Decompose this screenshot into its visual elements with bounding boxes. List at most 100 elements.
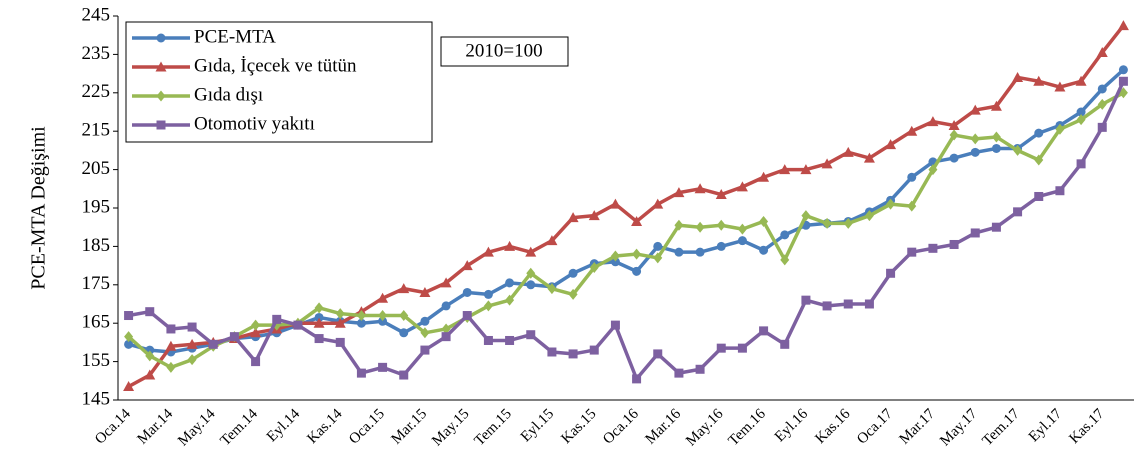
point <box>293 320 303 330</box>
point <box>251 319 261 331</box>
x-tick-label: Oca.15 <box>346 406 388 448</box>
point <box>420 327 430 339</box>
point <box>949 129 959 141</box>
point <box>504 240 516 251</box>
point <box>589 262 599 274</box>
point <box>546 235 558 246</box>
point <box>886 198 896 210</box>
point <box>482 246 494 257</box>
point <box>610 250 620 262</box>
point <box>991 131 1001 143</box>
point <box>991 143 1001 153</box>
point <box>314 302 324 314</box>
point <box>208 339 218 349</box>
x-tick-label: Eyl.17 <box>1026 406 1066 446</box>
point <box>1033 75 1045 86</box>
point <box>1097 122 1107 132</box>
point <box>779 164 791 175</box>
point <box>356 310 366 322</box>
y-axis-title: PCE-MTA Değişimi <box>28 126 50 290</box>
point <box>632 248 642 260</box>
x-tick-label: Mar.15 <box>389 406 431 448</box>
point <box>145 350 155 362</box>
point <box>589 345 599 355</box>
point <box>525 246 537 257</box>
point <box>313 317 325 328</box>
point <box>949 153 959 163</box>
point <box>1076 114 1086 126</box>
point <box>1034 128 1044 138</box>
legend-label: Gıda dışı <box>194 84 263 105</box>
point <box>356 318 366 328</box>
point <box>1097 98 1107 110</box>
point <box>314 312 324 322</box>
point <box>610 320 620 330</box>
point <box>187 354 197 366</box>
point <box>759 215 769 227</box>
point <box>970 228 980 238</box>
y-tick-label: 235 <box>82 43 111 64</box>
point <box>441 323 451 335</box>
x-tick-label: Kas.17 <box>1066 406 1107 447</box>
point <box>568 349 578 359</box>
point <box>166 361 176 373</box>
legend-marker <box>156 120 166 130</box>
point <box>441 301 451 311</box>
point <box>483 289 493 299</box>
point <box>1076 107 1086 117</box>
x-tick-label: Mar.17 <box>897 406 939 448</box>
point <box>864 210 874 222</box>
point <box>949 239 959 249</box>
point <box>483 300 493 312</box>
point <box>673 187 685 198</box>
point <box>1034 154 1044 166</box>
point <box>124 339 134 349</box>
point <box>144 369 156 380</box>
point <box>737 343 747 353</box>
point <box>124 331 134 343</box>
point <box>758 171 770 182</box>
point <box>970 133 980 145</box>
point <box>632 374 642 384</box>
point <box>420 316 430 326</box>
point <box>568 268 578 278</box>
point <box>1013 144 1023 156</box>
point <box>440 277 452 288</box>
point <box>1118 76 1128 86</box>
point <box>526 267 536 279</box>
legend-label: PCE-MTA <box>194 26 276 47</box>
point <box>1096 46 1108 57</box>
point <box>737 236 747 246</box>
point <box>864 299 874 309</box>
point <box>378 316 388 326</box>
point <box>272 314 282 324</box>
y-tick-label: 195 <box>82 196 111 217</box>
legend-label: Gıda, İçecek ve tütün <box>194 55 357 76</box>
point <box>441 332 451 342</box>
legend-marker <box>155 61 167 72</box>
point <box>505 294 515 306</box>
point <box>483 335 493 345</box>
point <box>526 280 536 290</box>
point <box>378 362 388 372</box>
point <box>885 139 897 150</box>
point <box>780 339 790 349</box>
x-tick-label: Kas.15 <box>558 406 599 447</box>
point <box>186 338 198 349</box>
point <box>653 349 663 359</box>
x-tick-label: May.15 <box>429 406 472 449</box>
point <box>526 330 536 340</box>
point <box>801 210 811 222</box>
point <box>609 198 621 209</box>
point <box>251 357 261 367</box>
point <box>822 301 832 311</box>
point <box>1013 207 1023 217</box>
point <box>314 334 324 344</box>
y-tick-label: 205 <box>82 158 111 179</box>
point <box>187 322 197 332</box>
x-tick-label: May.14 <box>175 406 219 450</box>
point <box>843 217 853 229</box>
x-tick-label: Mar.14 <box>135 406 177 448</box>
